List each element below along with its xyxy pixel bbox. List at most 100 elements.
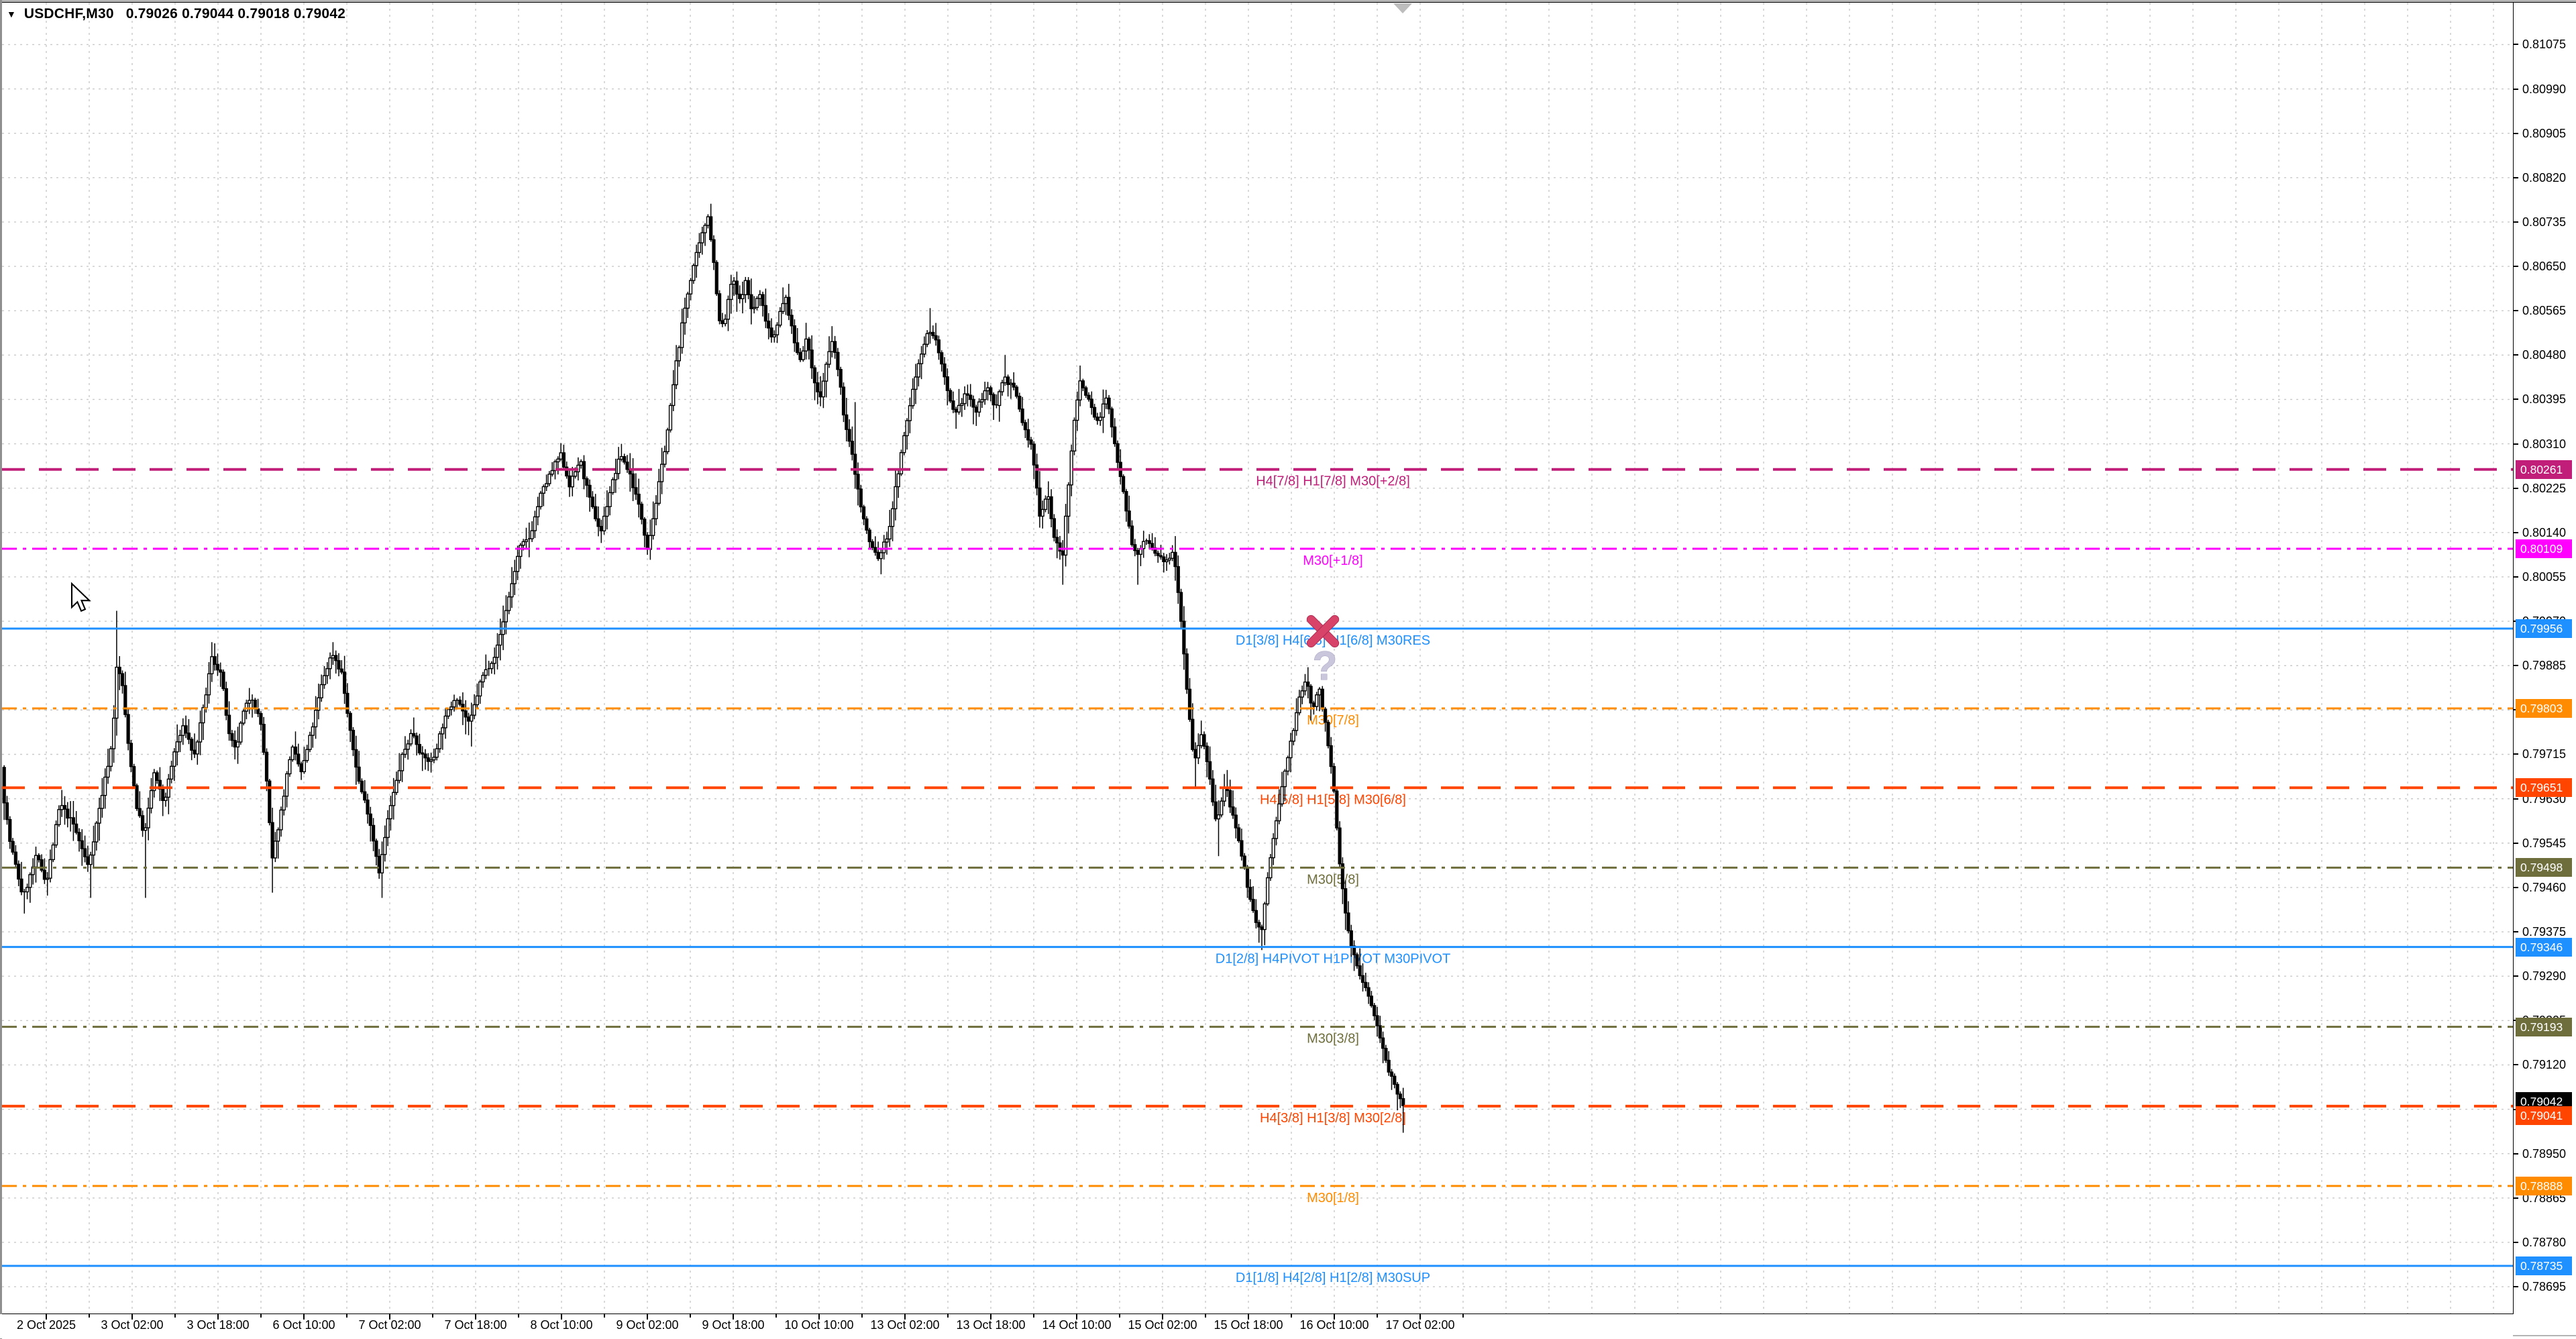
- candle-body: [816, 382, 820, 392]
- candle-body: [905, 420, 909, 437]
- candle-body: [1271, 838, 1275, 859]
- candle-body: [1121, 476, 1126, 492]
- candle-body: [74, 823, 78, 833]
- level-price-badge: 0.79803: [2516, 699, 2572, 718]
- price-tick-label: 0.80480: [2522, 348, 2567, 362]
- candle-body: [1283, 770, 1287, 788]
- candle-body: [954, 409, 958, 413]
- candle-body: [458, 699, 462, 705]
- candle-body: [1393, 1075, 1397, 1085]
- candle-body: [1162, 556, 1166, 563]
- candle-body: [13, 851, 17, 865]
- candle-body: [931, 331, 935, 337]
- candle-body: [582, 461, 586, 480]
- time-tick-mark: [990, 1314, 991, 1320]
- level-price-badge: 0.79346: [2516, 937, 2572, 957]
- candle-body: [172, 751, 176, 767]
- candle-body: [1018, 395, 1022, 410]
- candle-body: [645, 535, 649, 550]
- price-tick-mark: [2514, 665, 2518, 667]
- candle-body: [322, 675, 327, 686]
- candle-body: [957, 405, 961, 413]
- candle-body: [908, 405, 912, 421]
- candle-body: [1038, 487, 1042, 517]
- candle-body: [1052, 518, 1056, 538]
- candle-body: [1084, 387, 1088, 396]
- candle-body: [475, 695, 479, 706]
- candle-body: [235, 741, 240, 748]
- candle-body: [140, 815, 145, 831]
- candle-body: [732, 280, 736, 285]
- price-tick-mark: [2514, 931, 2518, 933]
- candle-body: [1202, 734, 1206, 747]
- level-label: M30[+1/8]: [1303, 553, 1363, 568]
- candle-body: [833, 341, 837, 353]
- price-tick-label: 0.80140: [2522, 525, 2567, 539]
- candle-body: [530, 530, 534, 539]
- candle-body: [311, 726, 315, 736]
- candle-body: [293, 746, 298, 755]
- candle-body: [288, 759, 292, 775]
- time-tick-mark: [475, 1314, 476, 1320]
- candle-body: [155, 772, 159, 782]
- candle-body: [60, 805, 64, 810]
- price-tick-label: 0.80055: [2522, 570, 2567, 584]
- candle-body: [1346, 912, 1350, 932]
- candle-body: [302, 759, 306, 773]
- chart-plot-area[interactable]: H4[7/8] H1[7/8] M30[+2/8] M30[+1/8] D1[3/8…: [2, 3, 2513, 1314]
- candle-body: [210, 656, 214, 675]
- candle-body: [902, 435, 906, 453]
- time-axis-label: 7 Oct 02:00: [358, 1318, 421, 1332]
- candle-body: [472, 704, 476, 716]
- candle-body: [415, 735, 419, 745]
- symbol-period-label[interactable]: USDCHF,M30: [23, 6, 114, 21]
- price-chart[interactable]: H4[7/8] H1[7/8] M30[+2/8]M30[+1/8]D1[3/8…: [2, 3, 2513, 1314]
- x-cross-mark[interactable]: [1305, 614, 1340, 649]
- candle-body: [386, 818, 390, 839]
- candle-body: [262, 724, 266, 753]
- candle-body: [720, 320, 724, 325]
- candle-body: [1323, 708, 1328, 723]
- candle-body: [221, 672, 225, 690]
- candle-body: [890, 508, 895, 527]
- time-axis-label: 16 Oct 10:00: [1299, 1318, 1369, 1332]
- time-tick-mark: [861, 1314, 863, 1318]
- candle-body: [841, 386, 846, 416]
- candle-body: [215, 663, 219, 671]
- candle-body: [80, 840, 84, 849]
- candle-body: [164, 796, 168, 802]
- question-mark[interactable]: ?: [1312, 643, 1338, 689]
- candle-body: [1401, 1098, 1405, 1106]
- candle-body: [339, 668, 343, 673]
- candle-body: [588, 484, 592, 498]
- candle-body: [969, 394, 973, 400]
- time-tick-mark: [647, 1314, 648, 1320]
- candle-body: [264, 751, 269, 782]
- candle-body: [1023, 422, 1027, 431]
- candle-body: [539, 492, 543, 507]
- time-tick-mark: [561, 1314, 562, 1320]
- candle-body: [1012, 382, 1016, 388]
- candle-body: [1055, 537, 1059, 543]
- price-axis[interactable]: 0.81075 0.80990 0.80905 0.80820 0.80735 0.806…: [2514, 3, 2576, 1314]
- candle-body: [149, 790, 154, 809]
- candle-body: [178, 735, 182, 743]
- candle-body: [495, 644, 500, 658]
- symbol-dropdown-icon[interactable]: ▼: [7, 9, 16, 19]
- price-tick-label: 0.81075: [2522, 38, 2567, 52]
- time-axis[interactable]: 2 Oct 2025 3 Oct 02:00 3 Oct 18:00 6 Oct 10…: [0, 1314, 2513, 1338]
- candle-body: [896, 473, 900, 488]
- candle-body: [1265, 877, 1270, 905]
- price-tick-mark: [2514, 44, 2518, 46]
- candle-body: [991, 394, 996, 406]
- price-tick-mark: [2514, 1197, 2518, 1199]
- candle-body: [594, 506, 598, 520]
- time-axis-label: 10 Oct 10:00: [784, 1318, 854, 1332]
- candle-body: [392, 792, 396, 806]
- candle-body: [1236, 827, 1241, 841]
- chart-shift-triangle-icon: [1393, 3, 1412, 13]
- candle-body: [510, 583, 514, 598]
- candle-body: [100, 794, 104, 809]
- price-tick-label: 0.80990: [2522, 82, 2567, 96]
- time-axis-label: 13 Oct 02:00: [870, 1318, 940, 1332]
